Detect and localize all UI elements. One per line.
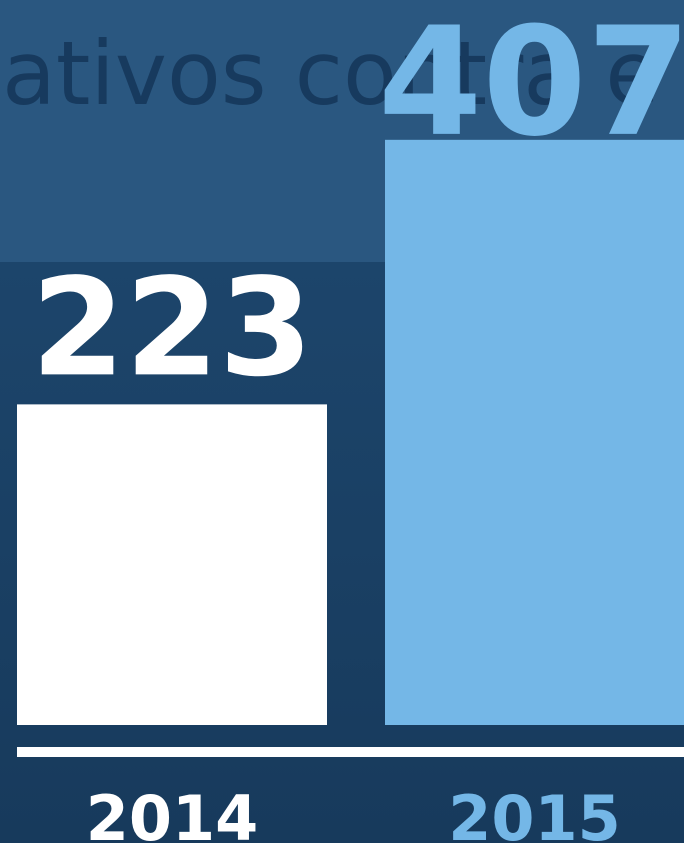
x-tick-label: 2015 (448, 782, 621, 843)
x-tick-label: 2014 (86, 782, 259, 843)
bar (17, 404, 327, 725)
value-label: 223 (31, 249, 313, 406)
chart: ativos contra e 22320144072015 (0, 0, 684, 843)
value-label: 407 (378, 0, 684, 170)
baseline (17, 747, 684, 757)
bar (385, 140, 684, 725)
page: ativos contra e 22320144072015 (() => { … (0, 0, 684, 843)
